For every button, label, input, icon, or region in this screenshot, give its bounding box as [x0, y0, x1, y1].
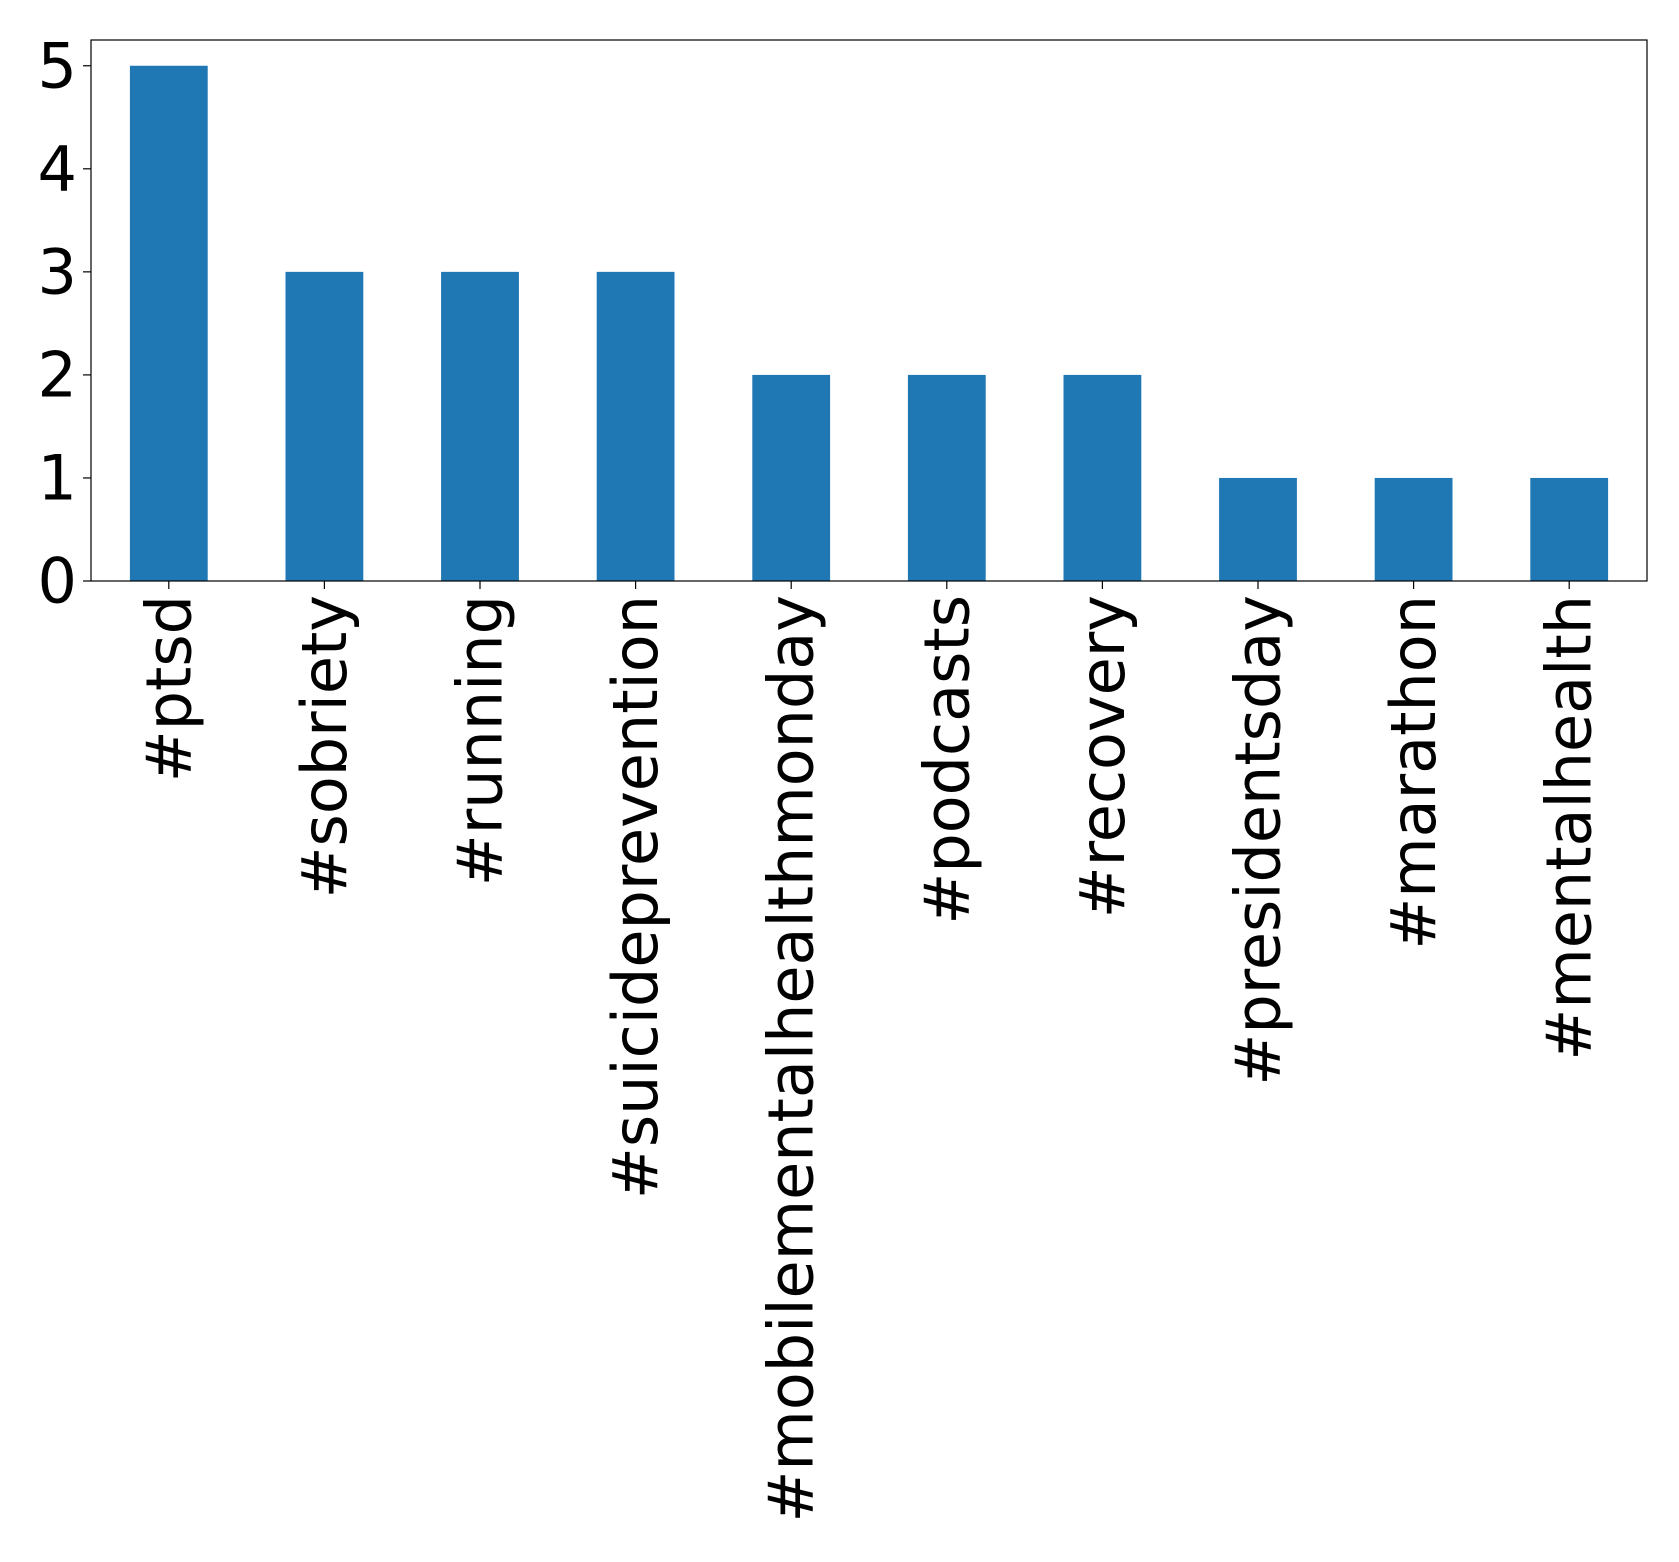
- x-tick-label: #recovery: [1066, 595, 1139, 918]
- bar-mobilementalhealthmonday: [752, 374, 831, 581]
- bar-recovery: [1063, 374, 1142, 581]
- x-tick-label: #suicideprevention: [599, 595, 672, 1199]
- x-tick-label: #podcasts: [910, 595, 983, 925]
- x-tick-label: #ptsd: [132, 595, 205, 782]
- bar-podcasts: [907, 374, 986, 581]
- bars-group: [129, 65, 1609, 581]
- bar-presidentsday: [1219, 477, 1297, 581]
- x-tick-label: #mentalhealth: [1533, 595, 1606, 1061]
- x-tick-label: #mobilementalhealthmonday: [755, 595, 828, 1523]
- x-tick-label: #presidentsday: [1222, 595, 1295, 1086]
- bar-suicideprevention: [596, 271, 675, 581]
- y-tick-label: 0: [38, 545, 77, 618]
- bar-ptsd: [129, 65, 208, 581]
- x-axis: #ptsd #sobriety #running #suicideprevention…: [132, 581, 1606, 1523]
- y-axis: 0 1 2 3 4 5: [38, 29, 91, 618]
- y-tick-label: 1: [38, 441, 77, 514]
- x-tick-label: #running: [444, 595, 517, 886]
- bar-sobriety: [285, 271, 364, 581]
- bar-running: [441, 271, 519, 581]
- y-tick-label: 2: [38, 338, 77, 411]
- y-tick-label: 5: [38, 29, 77, 102]
- plot-frame: [90, 39, 1648, 582]
- y-tick-label: 4: [38, 132, 77, 205]
- bar-mentalhealth: [1530, 477, 1609, 581]
- x-tick-label: #sobriety: [288, 595, 361, 898]
- y-tick-label: 3: [38, 235, 77, 308]
- x-tick-label: #marathon: [1377, 595, 1450, 950]
- bar-marathon: [1374, 477, 1453, 581]
